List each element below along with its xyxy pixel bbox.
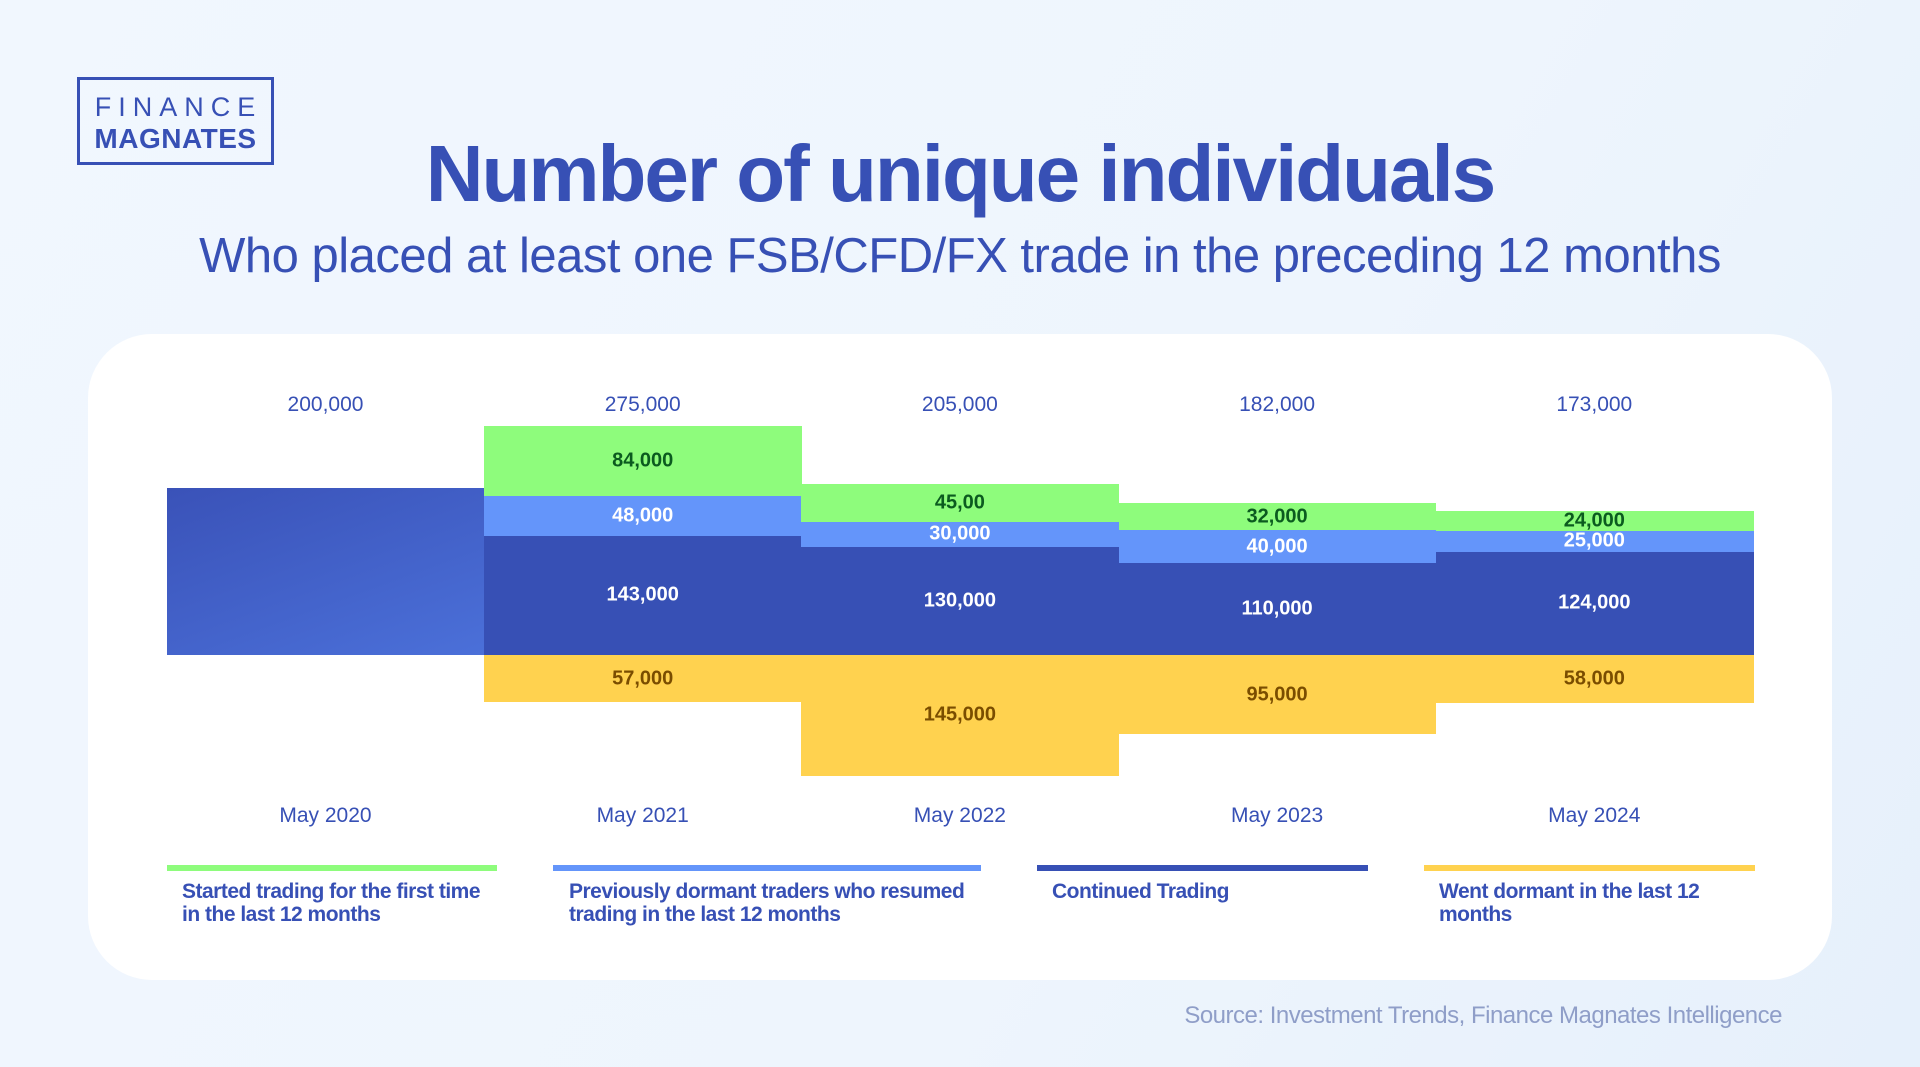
bar-resumed-2 [801, 521, 1120, 547]
bar-continued-3 [1118, 563, 1437, 655]
legend-swatch-dormant [1424, 865, 1755, 871]
bar-dormant-4 [1435, 655, 1754, 704]
bar-dormant-2 [801, 655, 1120, 776]
x-tick-label-1: May 2021 [596, 804, 689, 827]
bar-new-1 [484, 425, 802, 496]
data-label-continued-2: 130,000 [923, 589, 997, 612]
legend-label-continued: Continued Trading [1052, 880, 1229, 903]
bar-new-2 [801, 484, 1120, 522]
data-label-continued-1: 143,000 [606, 583, 679, 606]
legend-label-new: Started trading for the first time in th… [182, 880, 481, 926]
bar-new-3 [1118, 503, 1437, 531]
x-tick-label-3: May 2023 [1230, 804, 1324, 827]
legend-label-dormant: Went dormant in the last 12 months [1439, 880, 1700, 926]
logo-line-1: FINANCE [94, 92, 263, 122]
bar-dormant-1 [484, 655, 802, 703]
bar-dormant-3 [1118, 655, 1437, 735]
total-label-0: 200,000 [287, 393, 364, 416]
bar-resumed-3 [1118, 530, 1437, 564]
data-label-resumed-3: 40,000 [1246, 535, 1308, 558]
data-label-continued-3: 110,000 [1241, 597, 1313, 620]
data-label-continued-4: 124,000 [1558, 591, 1631, 614]
data-label-resumed-1: 48,000 [612, 504, 674, 527]
x-tick-label-4: May 2024 [1548, 804, 1641, 827]
data-label-resumed-2: 30,000 [929, 522, 991, 545]
total-label-3: 182,000 [1239, 393, 1316, 416]
data-label-dormant-1: 57,000 [612, 667, 674, 690]
data-label-new-4: 24,000 [1563, 509, 1625, 532]
x-tick-label-2: May 2022 [913, 804, 1006, 827]
x-tick-label-0: May 2020 [279, 804, 372, 827]
source-note: Source: Investment Trends, Finance Magna… [1184, 1002, 1782, 1029]
data-label-new-3: 32,000 [1246, 505, 1308, 528]
bar-continued-2 [801, 546, 1120, 655]
bar-continued-1 [484, 535, 802, 655]
bar-continued-0 [167, 488, 485, 655]
data-label-dormant-4: 58,000 [1563, 667, 1625, 690]
logo-line-2: MAGNATES [94, 123, 257, 154]
finance-magnates-logo: FINANCE MAGNATES [77, 77, 274, 165]
bar-resumed-1 [484, 495, 802, 536]
chart-subtitle: Who placed at least one FSB/CFD/FX trade… [199, 229, 1721, 283]
legend-swatch-resumed [553, 865, 981, 871]
data-label-resumed-4: 25,000 [1563, 529, 1625, 552]
legend-swatch-continued [1037, 865, 1368, 871]
legend-label-resumed: Previously dormant traders who resumed t… [569, 880, 965, 926]
chart-title: Number of unique individuals [425, 129, 1497, 218]
bar-continued-4 [1435, 551, 1754, 655]
legend-swatch-new [167, 865, 497, 871]
total-label-2: 205,000 [921, 393, 998, 416]
data-label-dormant-2: 145,000 [923, 703, 997, 726]
total-label-1: 275,000 [604, 393, 681, 416]
data-label-new-1: 84,000 [612, 449, 674, 472]
total-label-4: 173,000 [1556, 393, 1633, 416]
data-label-new-2: 45,00 [934, 491, 985, 514]
bar-new-4 [1435, 510, 1754, 531]
data-label-dormant-3: 95,000 [1246, 683, 1308, 706]
bar-resumed-4 [1435, 530, 1754, 552]
